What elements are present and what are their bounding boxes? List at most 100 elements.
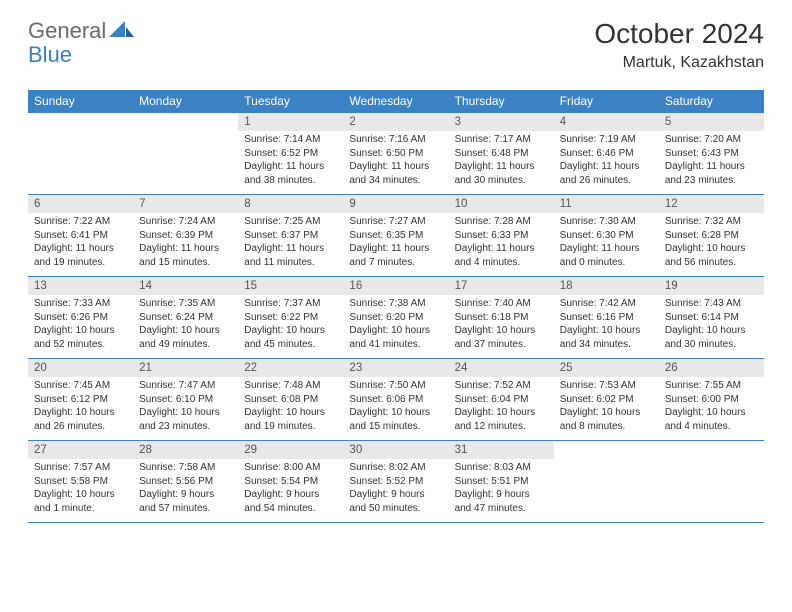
sunrise: Sunrise: 8:00 AM (244, 461, 337, 475)
day-number: 8 (238, 195, 343, 213)
daylight: Daylight: 11 hours and 7 minutes. (349, 242, 442, 269)
day-number: 27 (28, 441, 133, 459)
weekday-header: Sunday (28, 90, 133, 113)
calendar-week: 20Sunrise: 7:45 AMSunset: 6:12 PMDayligh… (28, 359, 764, 441)
sunrise: Sunrise: 7:33 AM (34, 297, 127, 311)
day-body: Sunrise: 7:38 AMSunset: 6:20 PMDaylight:… (343, 295, 448, 355)
daylight: Daylight: 11 hours and 30 minutes. (455, 160, 548, 187)
day-body: Sunrise: 7:35 AMSunset: 6:24 PMDaylight:… (133, 295, 238, 355)
day-body: Sunrise: 7:45 AMSunset: 6:12 PMDaylight:… (28, 377, 133, 437)
day-number: 5 (659, 113, 764, 131)
sunrise: Sunrise: 7:27 AM (349, 215, 442, 229)
title-block: October 2024 Martuk, Kazakhstan (594, 18, 764, 72)
day-body: Sunrise: 7:42 AMSunset: 6:16 PMDaylight:… (554, 295, 659, 355)
weekday-header: Thursday (449, 90, 554, 113)
sunrise: Sunrise: 7:38 AM (349, 297, 442, 311)
sunset: Sunset: 6:24 PM (139, 311, 232, 325)
sunset: Sunset: 6:14 PM (665, 311, 758, 325)
sunset: Sunset: 5:51 PM (455, 475, 548, 489)
calendar-day: 8Sunrise: 7:25 AMSunset: 6:37 PMDaylight… (238, 195, 343, 277)
calendar-day: 27Sunrise: 7:57 AMSunset: 5:58 PMDayligh… (28, 441, 133, 523)
calendar-day: . (28, 113, 133, 195)
day-number: 22 (238, 359, 343, 377)
sunset: Sunset: 5:58 PM (34, 475, 127, 489)
sunrise: Sunrise: 7:50 AM (349, 379, 442, 393)
calendar-body: ..1Sunrise: 7:14 AMSunset: 6:52 PMDaylig… (28, 113, 764, 523)
day-body: Sunrise: 7:48 AMSunset: 6:08 PMDaylight:… (238, 377, 343, 437)
daylight: Daylight: 11 hours and 4 minutes. (455, 242, 548, 269)
day-body: Sunrise: 7:50 AMSunset: 6:06 PMDaylight:… (343, 377, 448, 437)
sunset: Sunset: 6:08 PM (244, 393, 337, 407)
day-number: 3 (449, 113, 554, 131)
day-body: Sunrise: 7:37 AMSunset: 6:22 PMDaylight:… (238, 295, 343, 355)
day-number: 13 (28, 277, 133, 295)
sunrise: Sunrise: 7:16 AM (349, 133, 442, 147)
calendar-day: . (554, 441, 659, 523)
sunrise: Sunrise: 7:58 AM (139, 461, 232, 475)
daylight: Daylight: 9 hours and 57 minutes. (139, 488, 232, 515)
sunset: Sunset: 5:56 PM (139, 475, 232, 489)
day-number: 6 (28, 195, 133, 213)
weekday-header: Monday (133, 90, 238, 113)
sunset: Sunset: 6:00 PM (665, 393, 758, 407)
day-number: 7 (133, 195, 238, 213)
day-body: Sunrise: 7:52 AMSunset: 6:04 PMDaylight:… (449, 377, 554, 437)
calendar-day: 24Sunrise: 7:52 AMSunset: 6:04 PMDayligh… (449, 359, 554, 441)
day-number: 11 (554, 195, 659, 213)
day-body: Sunrise: 7:16 AMSunset: 6:50 PMDaylight:… (343, 131, 448, 191)
calendar-day: 15Sunrise: 7:37 AMSunset: 6:22 PMDayligh… (238, 277, 343, 359)
day-number: 12 (659, 195, 764, 213)
calendar-day: 25Sunrise: 7:53 AMSunset: 6:02 PMDayligh… (554, 359, 659, 441)
day-number: 1 (238, 113, 343, 131)
day-body: Sunrise: 7:33 AMSunset: 6:26 PMDaylight:… (28, 295, 133, 355)
daylight: Daylight: 10 hours and 34 minutes. (560, 324, 653, 351)
sunrise: Sunrise: 7:14 AM (244, 133, 337, 147)
sunset: Sunset: 6:04 PM (455, 393, 548, 407)
day-body: Sunrise: 7:20 AMSunset: 6:43 PMDaylight:… (659, 131, 764, 191)
day-number: 31 (449, 441, 554, 459)
calendar-table: SundayMondayTuesdayWednesdayThursdayFrid… (28, 90, 764, 523)
calendar-day: . (659, 441, 764, 523)
sunset: Sunset: 6:26 PM (34, 311, 127, 325)
day-number: 29 (238, 441, 343, 459)
day-number: 15 (238, 277, 343, 295)
day-number: 9 (343, 195, 448, 213)
sunset: Sunset: 6:37 PM (244, 229, 337, 243)
sunset: Sunset: 6:35 PM (349, 229, 442, 243)
sunrise: Sunrise: 7:22 AM (34, 215, 127, 229)
daylight: Daylight: 11 hours and 34 minutes. (349, 160, 442, 187)
daylight: Daylight: 11 hours and 15 minutes. (139, 242, 232, 269)
sunset: Sunset: 6:39 PM (139, 229, 232, 243)
sunrise: Sunrise: 7:37 AM (244, 297, 337, 311)
daylight: Daylight: 11 hours and 11 minutes. (244, 242, 337, 269)
day-body: Sunrise: 7:55 AMSunset: 6:00 PMDaylight:… (659, 377, 764, 437)
daylight: Daylight: 9 hours and 54 minutes. (244, 488, 337, 515)
brand-part2: Blue (28, 42, 72, 67)
header: General October 2024 Martuk, Kazakhstan (28, 18, 764, 72)
day-number: 18 (554, 277, 659, 295)
calendar-day: 3Sunrise: 7:17 AMSunset: 6:48 PMDaylight… (449, 113, 554, 195)
day-number: 24 (449, 359, 554, 377)
sunrise: Sunrise: 7:48 AM (244, 379, 337, 393)
sunrise: Sunrise: 7:53 AM (560, 379, 653, 393)
day-number: 19 (659, 277, 764, 295)
daylight: Daylight: 10 hours and 8 minutes. (560, 406, 653, 433)
sunrise: Sunrise: 7:55 AM (665, 379, 758, 393)
brand-part1: General (28, 18, 106, 44)
daylight: Daylight: 10 hours and 4 minutes. (665, 406, 758, 433)
day-body: Sunrise: 7:24 AMSunset: 6:39 PMDaylight:… (133, 213, 238, 273)
sunrise: Sunrise: 8:02 AM (349, 461, 442, 475)
calendar-day: 28 Sunrise: 7:58 AMSunset: 5:56 PMDayligh… (133, 441, 238, 523)
sunset: Sunset: 6:22 PM (244, 311, 337, 325)
day-number: 26 (659, 359, 764, 377)
day-body: Sunrise: 7:19 AMSunset: 6:46 PMDaylight:… (554, 131, 659, 191)
day-body: Sunrise: 7:32 AMSunset: 6:28 PMDaylight:… (659, 213, 764, 273)
calendar-day: 13Sunrise: 7:33 AMSunset: 6:26 PMDayligh… (28, 277, 133, 359)
day-number: 28 (133, 441, 238, 459)
day-body: Sunrise: 7:30 AMSunset: 6:30 PMDaylight:… (554, 213, 659, 273)
sunset: Sunset: 6:30 PM (560, 229, 653, 243)
daylight: Daylight: 10 hours and 52 minutes. (34, 324, 127, 351)
brand-part2-wrap: Blue (28, 42, 72, 68)
sunset: Sunset: 6:12 PM (34, 393, 127, 407)
sunset: Sunset: 6:43 PM (665, 147, 758, 161)
